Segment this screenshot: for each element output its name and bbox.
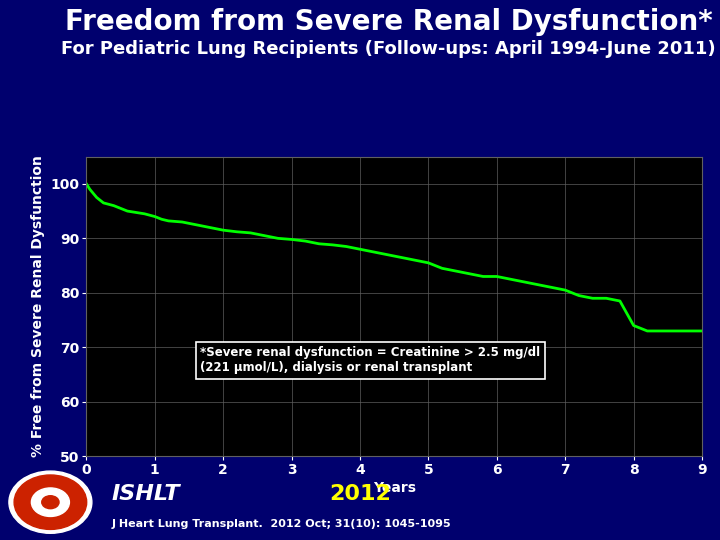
Text: J Heart Lung Transplant.  2012 Oct; 31(10): 1045-1095: J Heart Lung Transplant. 2012 Oct; 31(10… — [112, 519, 451, 529]
Circle shape — [32, 488, 69, 516]
Text: *Severe renal dysfunction = Creatinine > 2.5 mg/dl
(221 μmol/L), dialysis or ren: *Severe renal dysfunction = Creatinine >… — [200, 346, 541, 374]
Text: 2012: 2012 — [329, 484, 391, 504]
Text: Freedom from Severe Renal Dysfunction*: Freedom from Severe Renal Dysfunction* — [65, 8, 713, 36]
Text: ISHLT: ISHLT — [112, 484, 180, 504]
X-axis label: Years: Years — [373, 482, 415, 495]
Circle shape — [9, 471, 92, 534]
Y-axis label: % Free from Severe Renal Dysfunction: % Free from Severe Renal Dysfunction — [31, 156, 45, 457]
Circle shape — [14, 475, 86, 529]
Circle shape — [42, 496, 59, 509]
Text: For Pediatric Lung Recipients (Follow-ups: April 1994-June 2011): For Pediatric Lung Recipients (Follow-up… — [61, 40, 716, 58]
